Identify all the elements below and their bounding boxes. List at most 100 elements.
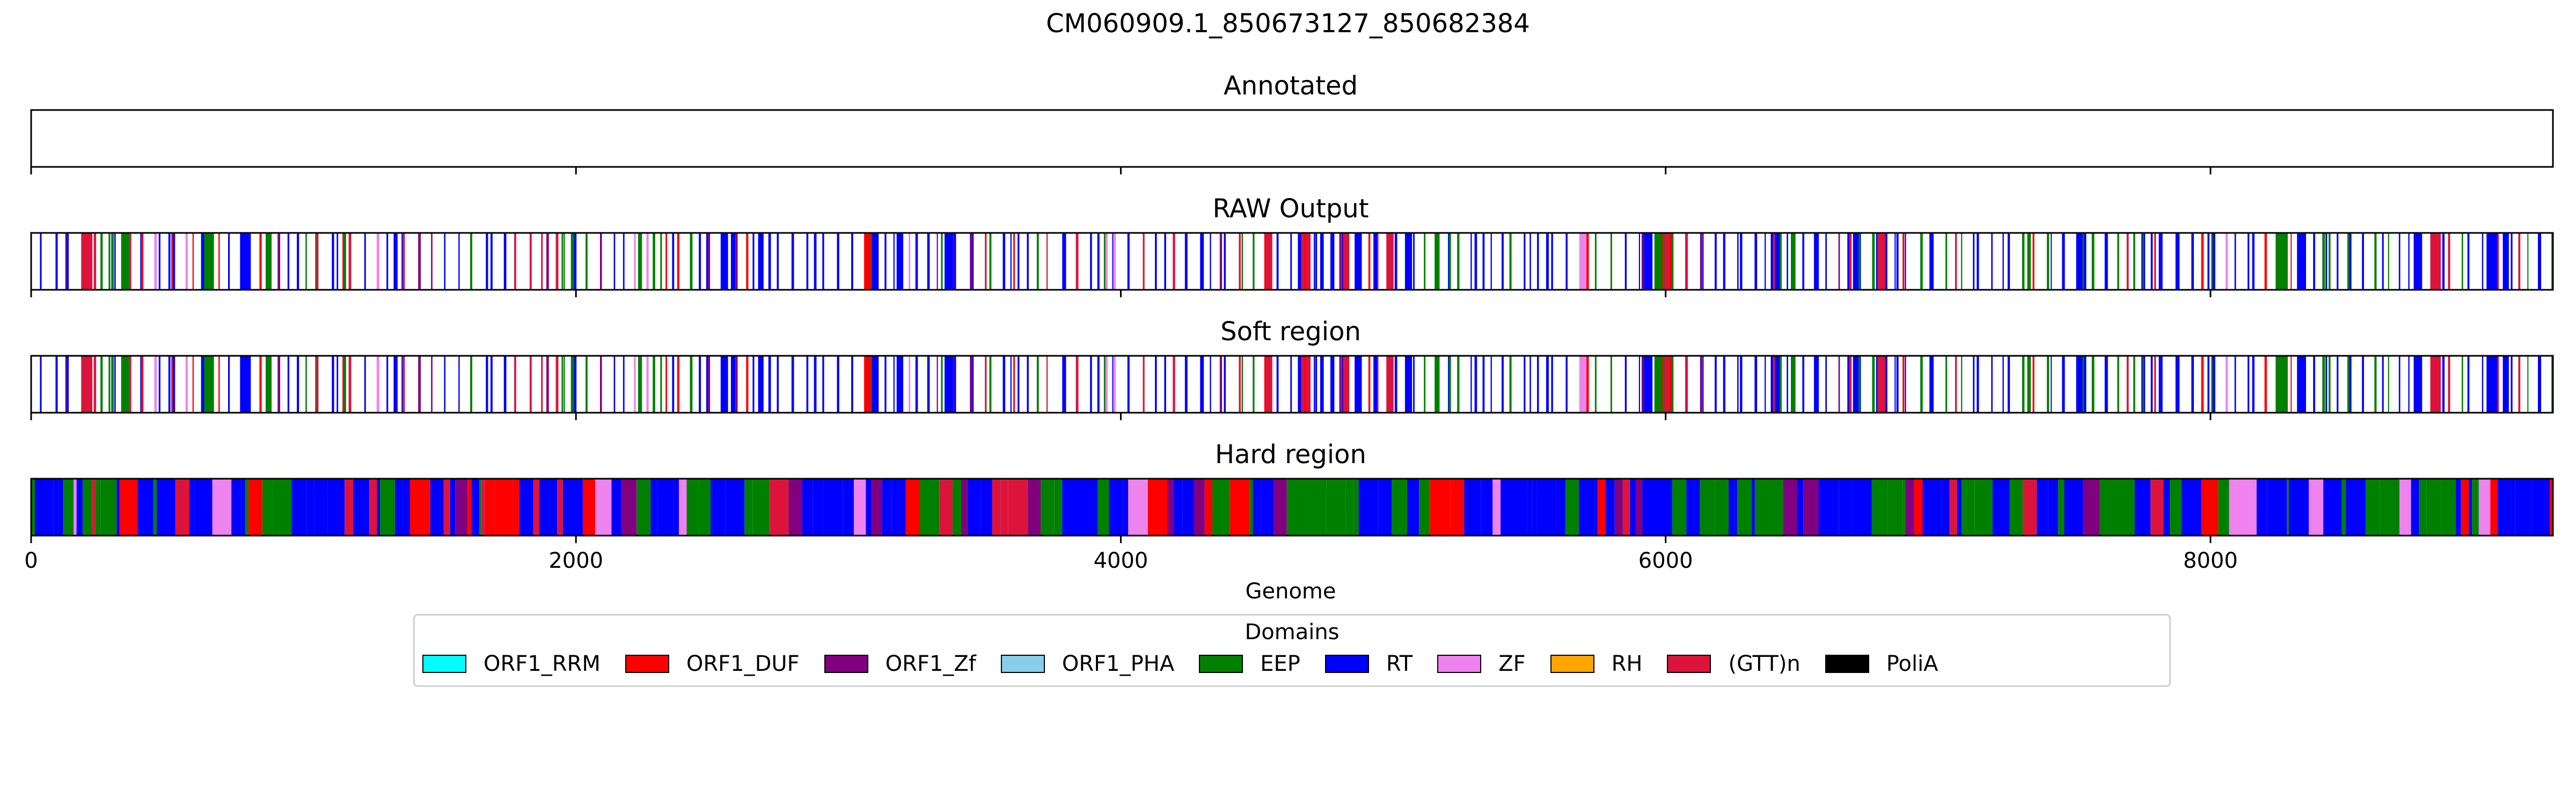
soft-domain-rt [2398, 356, 2401, 413]
track-annotated [30, 109, 2554, 174]
hard-domain-eep [952, 479, 961, 536]
soft-domain-rt [1474, 356, 1477, 413]
annotated-frame [30, 109, 2554, 168]
raw-domain-eep [204, 233, 214, 290]
raw-frame [30, 232, 2554, 291]
hard-domain-gttn [770, 479, 789, 536]
raw-domain-rt [248, 233, 251, 290]
hard-domain-rt [741, 479, 745, 536]
hard-domain-eep [2099, 479, 2116, 536]
raw-domain-orf1_duf [677, 233, 679, 290]
soft-domain-eep [1509, 356, 1512, 413]
hard-domain-rt [2530, 479, 2533, 536]
soft-domain-gttn [555, 356, 559, 413]
soft-domain-zf [634, 356, 636, 413]
legend-item: RH [1550, 652, 1642, 676]
soft-domain-rt [1470, 356, 1472, 413]
hard-domain-rt [1358, 479, 1378, 536]
raw-domain-eep [1920, 233, 1923, 290]
raw-domain-zf [185, 233, 188, 290]
soft-domain-gttn [2430, 356, 2441, 413]
raw-domain-rt [2442, 233, 2445, 290]
soft-domain-gttn [2518, 356, 2521, 413]
soft-domain-orf1_duf [141, 356, 144, 413]
legend-item: (GTT)n [1667, 652, 1801, 676]
hard-domain-orf1_zf [1274, 479, 1287, 536]
raw-domain-eep [660, 233, 662, 290]
raw-domain-rt [1740, 233, 1743, 290]
soft-domain-rt [1359, 356, 1362, 413]
raw-domain-orf1_duf [218, 233, 220, 290]
soft-domain-eep [2142, 356, 2144, 413]
hard-domain-gttn [939, 479, 953, 536]
raw-domain-eep [564, 233, 565, 290]
legend-label: ZF [1498, 652, 1526, 676]
soft-domain-rt [364, 356, 366, 413]
raw-domain-eep [1654, 233, 1665, 290]
raw-domain-eep [2133, 233, 2135, 290]
raw-domain-eep [315, 233, 317, 290]
soft-domain-rt [1224, 356, 1226, 413]
soft-domain-rt [2382, 356, 2384, 413]
raw-domain-rt [1010, 233, 1012, 290]
soft-domain-eep [1457, 356, 1460, 413]
hard-domain-eep [1041, 479, 1055, 536]
soft-domain-rt [386, 356, 389, 413]
soft-domain-eep [2277, 356, 2288, 413]
hard-domain-rt [450, 479, 456, 536]
hard-domain-orf1_zf [961, 479, 968, 536]
raw-domain-rt [2337, 233, 2339, 290]
soft-domain-orf1_duf [192, 356, 194, 413]
hard-domain-zf [2229, 479, 2237, 536]
hard-domain-rt [802, 479, 813, 536]
raw-domain-gttn [1849, 233, 1852, 290]
hard-domain-orf1_zf [2083, 479, 2100, 536]
raw-domain-rt [884, 233, 887, 290]
raw-domain-rt [574, 233, 577, 290]
soft-domain-rt [1404, 356, 1413, 413]
hard-domain-gttn [369, 479, 377, 536]
soft-domain-eep [343, 356, 346, 413]
soft-domain-rt [1018, 356, 1020, 413]
soft-domain-rt [1905, 356, 1906, 413]
hard-domain-eep [2366, 479, 2380, 536]
soft-domain-eep [564, 356, 565, 413]
raw-domain-rt [444, 233, 446, 290]
hard-domain-gttn [443, 479, 450, 536]
hard-domain-eep [1326, 479, 1346, 536]
soft-domain-eep [111, 356, 114, 413]
soft-domain-rt [1723, 356, 1725, 413]
hard-domain-rt [1578, 479, 1595, 536]
soft-domain-orf1_zf [546, 356, 549, 413]
soft-domain-rt [699, 356, 701, 413]
soft-domain-rt [1894, 356, 1896, 413]
raw-domain-rt [1885, 233, 1887, 290]
soft-domain-rt [2062, 356, 2064, 413]
soft-domain-orf1_duf [665, 356, 668, 413]
raw-domain-orf1_duf [746, 233, 749, 290]
soft-domain-orf1_zf [431, 356, 433, 413]
x-tick-label: 6000 [1638, 548, 1693, 573]
soft-domain-eep [2328, 356, 2331, 413]
soft-domain-rt [1097, 356, 1100, 413]
soft-domain-gttn [129, 356, 131, 413]
raw-domain-rt [1164, 233, 1166, 290]
raw-domain-rt [1474, 233, 1477, 290]
raw-domain-rt [1097, 233, 1100, 290]
hard-domain-rt [1113, 479, 1123, 536]
soft-domain-eep [2117, 356, 2119, 413]
soft-domain-eep [1654, 356, 1665, 413]
hard-domain-zf [678, 479, 687, 536]
soft-domain-zf [376, 356, 379, 413]
soft-domain-rt [2177, 356, 2180, 413]
hard-domain-rt [2515, 479, 2530, 536]
raw-domain-eep [1594, 233, 1597, 290]
hard-domain-eep [2170, 479, 2182, 536]
soft-domain-orf1_duf [2032, 356, 2035, 413]
soft-domain-rt [2313, 356, 2315, 413]
hard-domain-gttn [2150, 479, 2164, 536]
hard-domain-rt [189, 479, 194, 536]
soft-domain-rt [1394, 356, 1397, 413]
hard-domain-rt [1839, 479, 1853, 536]
raw-domain-eep [2211, 233, 2213, 290]
